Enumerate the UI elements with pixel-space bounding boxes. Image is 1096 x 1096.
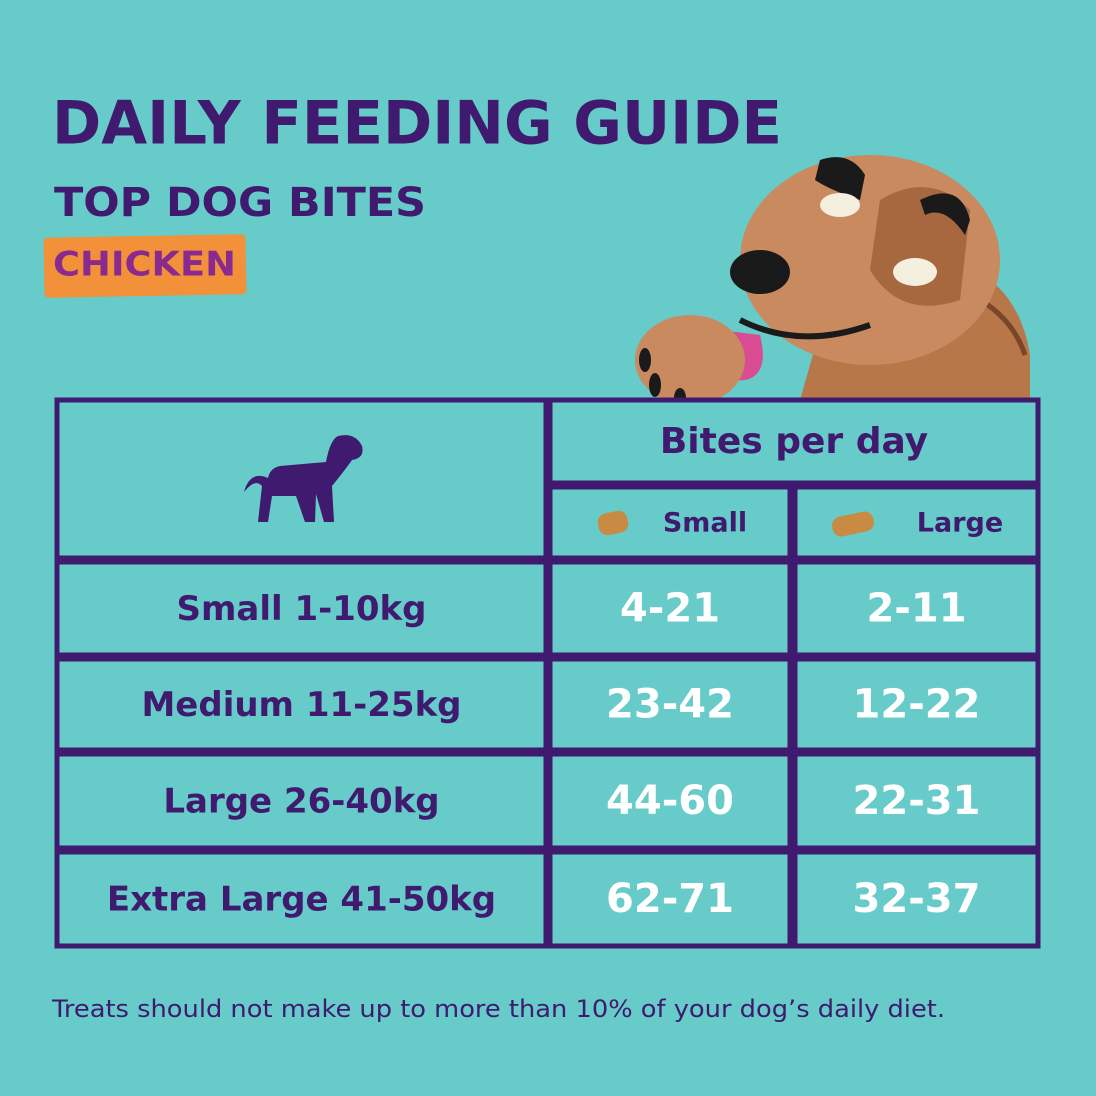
bites-value: 44-60 — [606, 778, 734, 824]
header-cell — [547, 484, 793, 561]
title: DAILY FEEDING GUIDE — [52, 89, 782, 159]
flavor: CHICKEN — [53, 245, 236, 285]
cell — [547, 656, 793, 753]
cell — [792, 849, 1041, 949]
cell — [792, 559, 1041, 658]
bites-value: 32-37 — [853, 876, 981, 922]
group-header: Bites per day — [660, 421, 928, 462]
flavor-tag — [43, 234, 247, 298]
row-label: Small 1-10kg — [176, 589, 426, 629]
kibble-icon — [832, 511, 874, 537]
bites-value: 2-11 — [866, 586, 966, 632]
bites-value: 4-21 — [620, 586, 720, 632]
column-header: Small — [663, 508, 747, 539]
cell — [54, 751, 549, 851]
row-label: Large 26-40kg — [163, 782, 439, 822]
dog-illustration — [635, 155, 1030, 408]
cell — [547, 849, 793, 949]
feeding-table: Bites per day Small Large Small 1-10kg 4-21… — [54, 397, 1041, 949]
bites-value: 22-31 — [853, 778, 981, 824]
footnote: Treats should not make up to more than 1… — [51, 995, 945, 1023]
dog-icon — [244, 435, 363, 522]
cell — [547, 559, 793, 658]
cell — [547, 751, 793, 851]
header-cell — [547, 397, 1041, 486]
bites-value: 12-22 — [853, 682, 981, 728]
cell — [792, 656, 1041, 753]
cell — [54, 849, 549, 949]
row-label: Extra Large 41-50kg — [107, 880, 496, 920]
subtitle: TOP DOG BITES — [54, 180, 426, 226]
cell — [792, 751, 1041, 851]
cell — [54, 559, 549, 658]
bites-value: 62-71 — [606, 876, 734, 922]
kibble-icon — [597, 510, 629, 536]
column-header: Large — [917, 508, 1003, 539]
row-label: Medium 11-25kg — [141, 685, 461, 725]
bites-value: 23-42 — [606, 682, 734, 728]
cell — [54, 656, 549, 753]
